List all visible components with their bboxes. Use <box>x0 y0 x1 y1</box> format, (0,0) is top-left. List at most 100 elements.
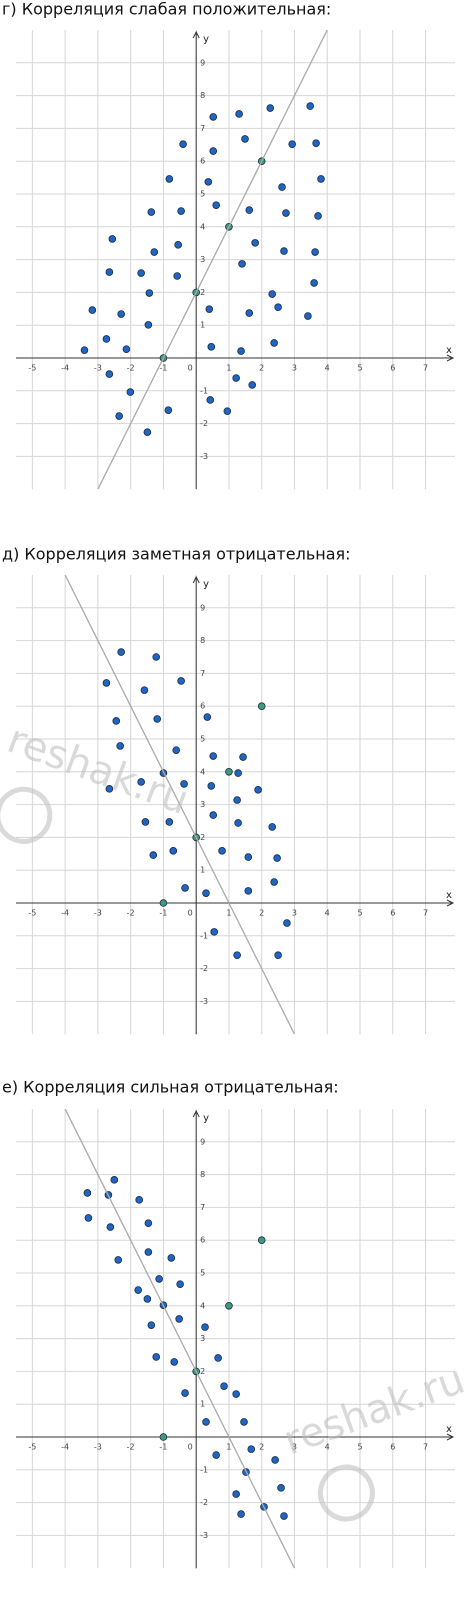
data-point <box>143 1295 152 1303</box>
y-tick-label: 6 <box>200 702 205 711</box>
data-point <box>201 1323 209 1331</box>
x-tick-label: -4 <box>61 909 69 918</box>
x-tick-label: -1 <box>159 909 167 918</box>
y-tick-label: 3 <box>200 800 205 809</box>
data-point <box>209 113 218 121</box>
x-tick-label: 0 <box>188 1443 193 1452</box>
data-point <box>244 853 253 861</box>
x-tick-label: 7 <box>423 909 428 918</box>
y-tick-label: -2 <box>200 964 208 973</box>
y-tick-label: 3 <box>200 255 205 264</box>
data-point <box>147 208 156 216</box>
data-point <box>84 1214 93 1222</box>
y-tick-label: -2 <box>200 1498 208 1507</box>
data-point <box>237 1510 245 1518</box>
trend-line <box>64 575 296 1035</box>
y-tick-label: 5 <box>200 1269 205 1278</box>
data-point <box>112 717 121 725</box>
x-tick-label: 1 <box>226 1443 231 1452</box>
data-point <box>181 884 189 892</box>
data-point <box>225 767 233 776</box>
data-point <box>169 847 178 855</box>
x-axis-label: x <box>446 890 452 901</box>
data-point <box>152 653 161 661</box>
data-point <box>110 1176 119 1184</box>
data-point <box>288 140 296 148</box>
data-point <box>164 406 173 414</box>
y-arrow <box>192 1109 200 1118</box>
data-point <box>233 796 241 804</box>
data-point <box>210 928 219 936</box>
data-point <box>314 212 322 220</box>
y-tick-label: 8 <box>200 636 205 645</box>
data-point <box>245 206 254 214</box>
data-point <box>317 175 325 183</box>
y-tick-label: 8 <box>200 1170 205 1179</box>
x-tick-label: 7 <box>423 1443 428 1452</box>
x-tick-label: 7 <box>423 364 428 373</box>
y-axis-label: y <box>203 579 209 590</box>
data-point <box>180 780 188 788</box>
data-point <box>241 135 249 143</box>
data-point <box>176 1280 184 1288</box>
chart-title: д) Корреляция заметная отрицательная: <box>2 545 351 564</box>
data-point <box>244 887 253 895</box>
data-point <box>257 702 266 710</box>
data-point <box>175 1315 183 1323</box>
data-point <box>277 1484 285 1492</box>
data-point <box>312 139 320 147</box>
data-point <box>223 407 232 415</box>
data-point <box>209 752 218 760</box>
data-point <box>310 279 318 287</box>
y-arrow <box>192 575 200 584</box>
data-point <box>159 1433 168 1441</box>
chart-title: е) Корреляция сильная отрицательная: <box>2 1078 339 1097</box>
data-point <box>270 339 278 347</box>
data-point <box>209 811 218 819</box>
data-point <box>232 1390 240 1398</box>
x-tick-label: 3 <box>292 909 297 918</box>
x-arrow <box>446 899 455 907</box>
y-tick-label: 7 <box>200 1203 205 1212</box>
data-point <box>254 786 262 794</box>
y-tick-label: 1 <box>200 866 205 875</box>
watermark: reshak.ru <box>0 716 195 844</box>
data-point <box>137 778 145 786</box>
data-point <box>273 854 281 862</box>
y-axis-label: y <box>203 34 209 45</box>
watermark-circle <box>0 786 53 844</box>
x-tick-label: 1 <box>226 364 231 373</box>
x-tick-label: 4 <box>325 909 330 918</box>
data-point <box>172 746 181 754</box>
y-tick-label: 1 <box>200 1400 205 1409</box>
data-point <box>179 140 187 148</box>
x-tick-label: 4 <box>325 364 330 373</box>
trend-line <box>97 30 328 490</box>
data-point <box>126 388 135 396</box>
data-point <box>88 306 97 314</box>
data-point <box>144 1219 153 1227</box>
data-point <box>141 818 150 826</box>
data-point <box>205 305 214 313</box>
x-tick-label: 5 <box>357 909 362 918</box>
data-point <box>237 347 245 355</box>
chart: е) Корреляция сильная отрицательная: x y -5… <box>2 1078 455 1569</box>
y-tick-label: 4 <box>200 1301 205 1310</box>
y-tick-label: 9 <box>200 58 205 67</box>
data-point <box>153 715 162 723</box>
y-tick-label: 7 <box>200 124 205 133</box>
chart: г) Корреляция слабая положительная: x y -5 -… <box>2 0 455 490</box>
data-point <box>234 769 242 777</box>
watermark-circle <box>317 1464 375 1522</box>
data-point <box>238 260 246 268</box>
data-point <box>311 248 319 256</box>
data-point <box>214 1354 222 1362</box>
data-point <box>204 178 213 186</box>
y-tick-label: 4 <box>200 767 205 776</box>
x-tick-label: -2 <box>127 364 135 373</box>
data-point <box>268 290 276 298</box>
data-point <box>202 1418 210 1426</box>
x-tick-label: 5 <box>357 364 362 373</box>
data-point <box>220 1382 228 1390</box>
